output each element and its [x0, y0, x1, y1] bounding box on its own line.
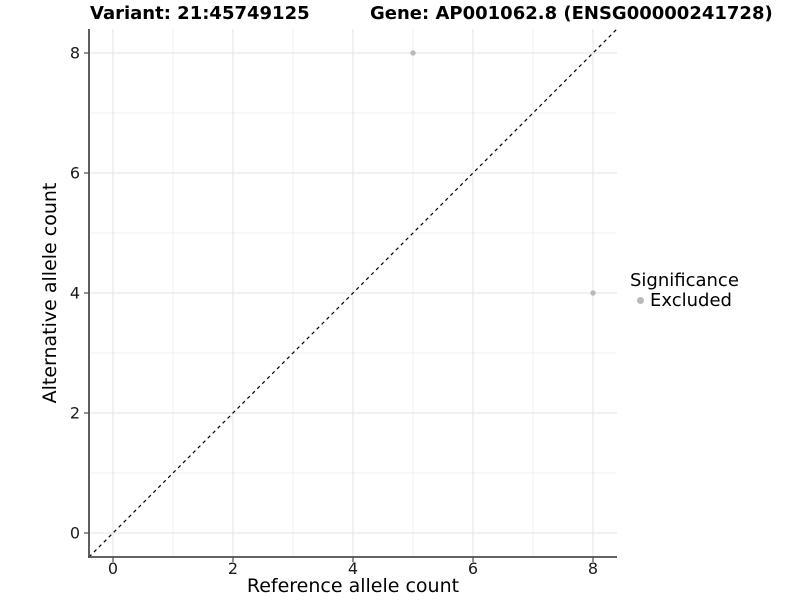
gene-title: Gene: AP001062.8 (ENSG00000241728): [370, 3, 773, 24]
excluded-point-icon: [637, 297, 644, 304]
y-axis-title: Alternative allele count: [39, 182, 61, 404]
y-tick-label: 8: [70, 44, 80, 63]
x-axis-title: Reference allele count: [246, 575, 460, 597]
legend-item-label: Excluded: [650, 290, 732, 311]
data-point: [410, 50, 416, 56]
variant-title: Variant: 21:45749125: [90, 3, 310, 24]
x-tick-label: 8: [588, 559, 598, 578]
x-tick-label: 0: [108, 559, 118, 578]
x-tick-label: 4: [348, 559, 358, 578]
legend-item-excluded: Excluded: [630, 291, 739, 310]
y-tick-label: 4: [70, 284, 80, 303]
y-tick-label: 2: [70, 404, 80, 423]
y-tick-label: 6: [70, 164, 80, 183]
data-point: [590, 290, 596, 296]
x-tick-label: 6: [468, 559, 478, 578]
legend-title: Significance: [630, 270, 739, 291]
identity-dashed-line: [88, 28, 618, 558]
y-tick-label: 0: [70, 524, 80, 543]
legend: Significance Excluded: [630, 271, 739, 310]
x-tick-label: 2: [228, 559, 238, 578]
